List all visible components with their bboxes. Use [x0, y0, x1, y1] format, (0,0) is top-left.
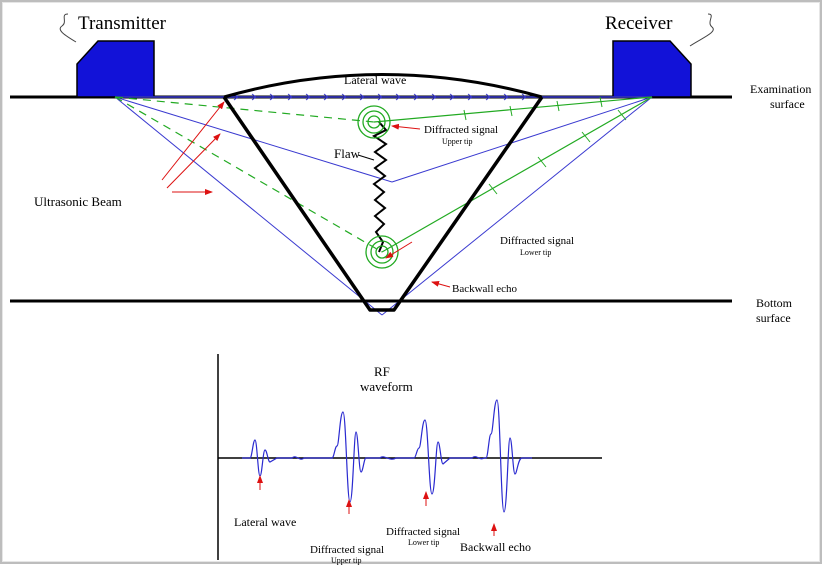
waveform-lower-tip-label: Lower tip — [408, 538, 439, 547]
receiver-label: Receiver — [605, 13, 673, 34]
lateral-wave-label: Lateral wave — [344, 73, 406, 87]
receiver-probe — [613, 41, 691, 97]
examination-surface-label: Examination — [750, 82, 811, 96]
transmitter-label: Transmitter — [78, 13, 167, 34]
waveform-title: RF — [374, 364, 390, 379]
waveform-diffracted-lower-label: Diffracted signal — [386, 526, 460, 538]
diffracted-lower-label: Diffracted signal — [500, 235, 574, 247]
examination-surface-label-2: surface — [770, 97, 805, 111]
receiver-cable — [690, 14, 713, 46]
backwall-echo-label: Backwall echo — [452, 283, 518, 295]
flaw-label: Flaw — [334, 146, 361, 161]
upper-tip-label: Upper tip — [442, 137, 472, 146]
transmitter-cable — [60, 14, 76, 42]
waveform-diffracted-upper-label: Diffracted signal — [310, 544, 384, 556]
rf-waveform-trace — [242, 400, 532, 512]
waveform-title-2: waveform — [360, 379, 413, 394]
flaw-pointer — [358, 155, 374, 160]
ultrasonic-beam-label: Ultrasonic Beam — [34, 194, 122, 209]
flaw — [374, 122, 386, 252]
lower-tip-label: Lower tip — [520, 248, 551, 257]
waveform-backwall-echo-label: Backwall echo — [460, 540, 531, 554]
bottom-surface-label-2: surface — [756, 311, 791, 325]
transmitter-probe — [77, 41, 154, 97]
waveform-lateral-wave-label: Lateral wave — [234, 515, 296, 529]
annotation-arrows — [162, 102, 450, 287]
diffracted-upper-label: Diffracted signal — [424, 124, 498, 136]
bottom-surface-label: Bottom — [756, 296, 793, 310]
lateral-wave-path — [115, 94, 652, 100]
